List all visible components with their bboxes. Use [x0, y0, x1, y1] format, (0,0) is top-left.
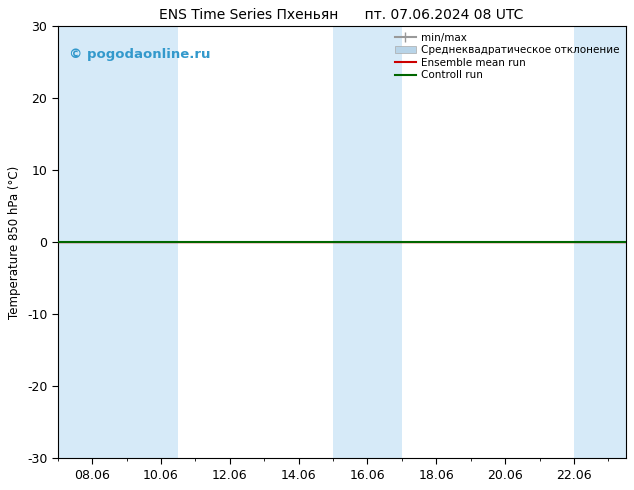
Bar	[58, 26, 109, 458]
Legend: min/max, Среднеквадратическое отклонение, Ensemble mean run, Controll run: min/max, Среднеквадратическое отклонение…	[391, 28, 624, 84]
Y-axis label: Temperature 850 hPa (°C): Temperature 850 hPa (°C)	[8, 166, 22, 319]
Title: ENS Time Series Пхеньян      пт. 07.06.2024 08 UTC: ENS Time Series Пхеньян пт. 07.06.2024 0…	[160, 8, 524, 23]
Bar	[574, 26, 626, 458]
Text: © pogodaonline.ru: © pogodaonline.ru	[69, 48, 210, 61]
Bar	[333, 26, 402, 458]
Bar	[109, 26, 178, 458]
